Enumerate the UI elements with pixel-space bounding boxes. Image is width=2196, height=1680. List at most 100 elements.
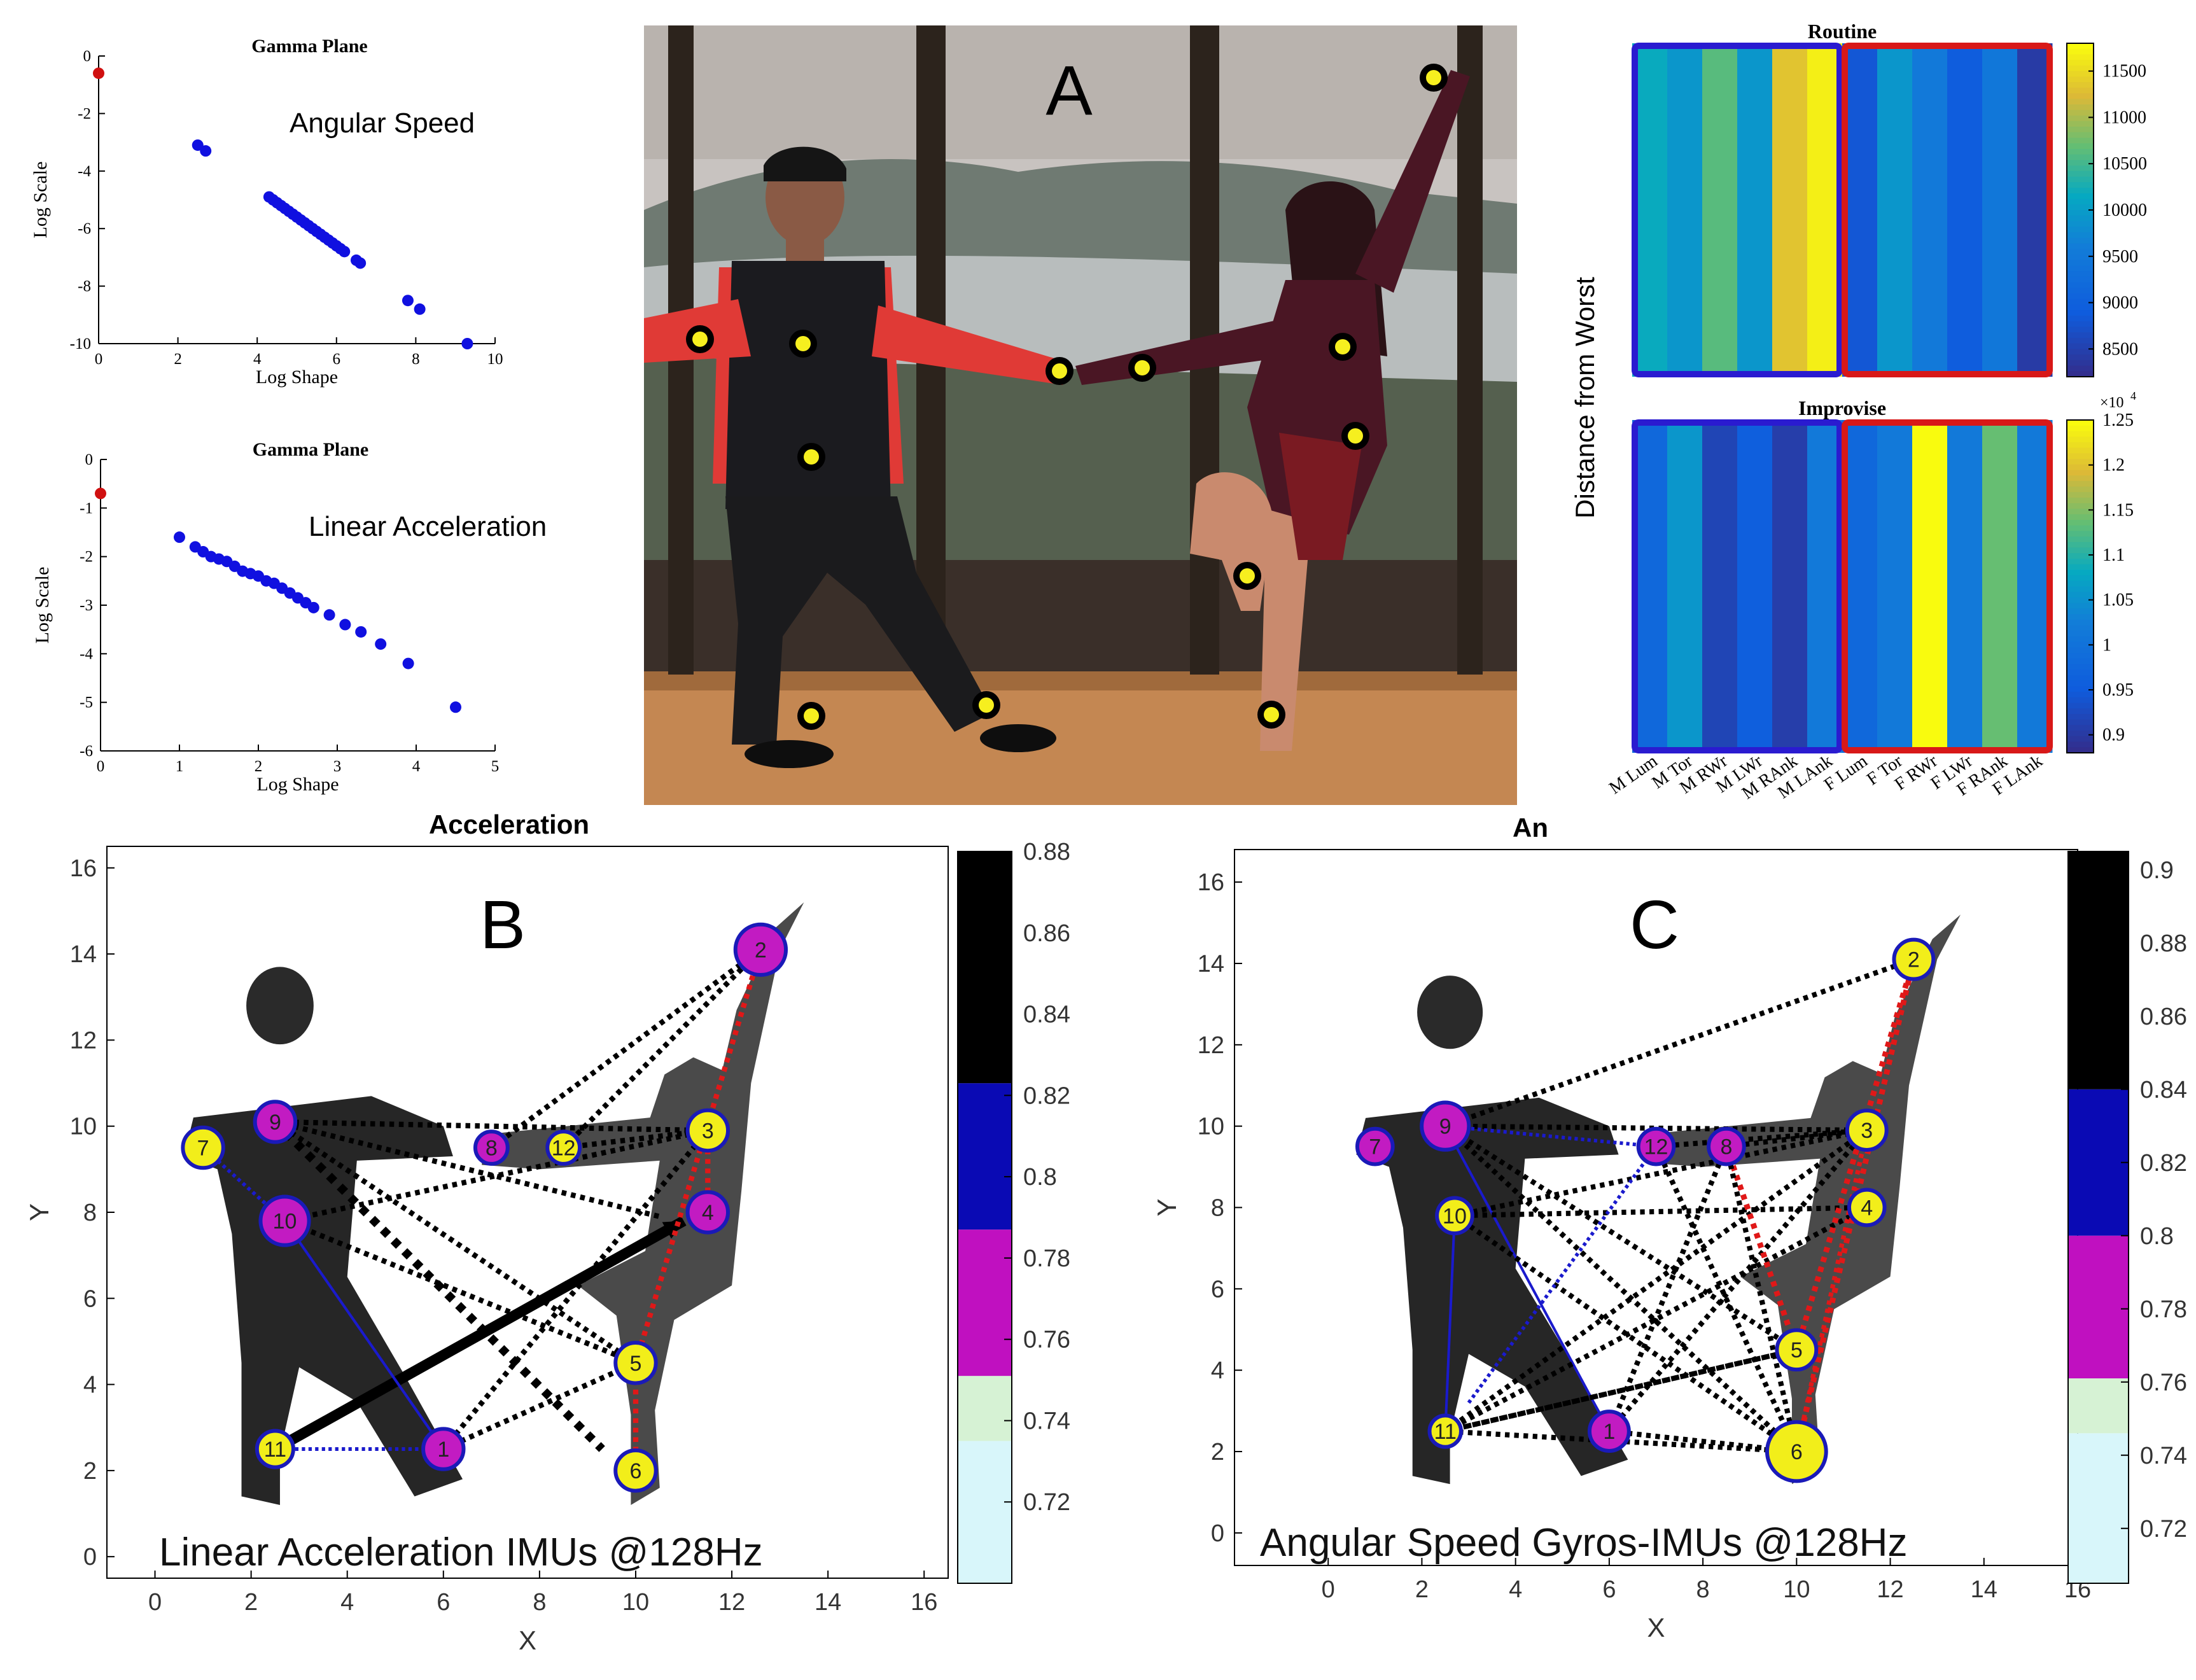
network-node [1707,1126,1746,1166]
colorbar-segment [2067,171,2094,178]
heatmap-cell [1772,43,1808,377]
man-head-silhouette [1417,976,1483,1049]
colorbar-segment [2067,564,2094,571]
plot-annotation: Linear Acceleration [309,511,547,542]
colorbar-segment [2067,664,2094,671]
y-tick-label: 12 [1198,1032,1224,1059]
network-edge [489,948,762,1150]
network-node [545,1130,582,1166]
x-tick-label: 2 [244,1589,258,1616]
marker-man-right-ankle [804,708,819,724]
y-tick-label: 16 [1198,869,1224,896]
colorbar-segment [2067,188,2094,194]
x-tick-label: 8 [412,351,420,368]
colorbar-tick-label: 11000 [2102,108,2146,127]
colorbar-segment [2067,288,2094,294]
y-tick-label: -6 [78,220,91,237]
x-tick-label: 3 [333,758,342,775]
network-node [1587,1410,1631,1453]
colorbar-tick-label: 0.9 [2140,857,2174,884]
colorbar-tick-label: 0.82 [1023,1082,1070,1109]
colorbar-tick-label: 0.74 [2140,1443,2187,1469]
network-edge [1444,1124,1656,1149]
colorbar-segment [2067,625,2094,632]
network-node [253,1100,298,1144]
heatmap-cell [1702,420,1738,753]
data-point [355,626,367,638]
y-tick-label: -10 [70,335,91,353]
colorbar-tick-label: 0.86 [1023,920,1070,947]
network-edge [1444,1215,1456,1432]
marker-man-lumbar [804,449,819,465]
heatmap-cell [1737,43,1773,377]
colorbar-segment [2067,127,2094,133]
plot-annotation: Angular Speed Gyros-IMUs @128Hz [1260,1521,1907,1565]
x-tick-label: 1 [176,758,184,775]
colorbar-segment [2067,54,2094,61]
heatmap-cell [1982,420,2018,753]
colorbar-segment [2067,237,2094,244]
network-node-label: 7 [197,1137,209,1161]
colorbar-segment [2067,592,2094,598]
colorbar-segment [2067,360,2094,367]
colorbar-segment [2067,176,2094,183]
colorbar-segment [2067,447,2094,454]
network-node [181,1125,225,1170]
colorbar-segment [2067,641,2094,648]
marker-man-torso [795,336,811,351]
heatmap-cell [1912,43,1948,377]
network-edge [1723,1145,1800,1452]
colorbar-band [958,1229,1012,1376]
colorbar-segment [2067,271,2094,277]
colorbar-segment [2067,647,2094,654]
colorbar-frame [2066,419,2094,753]
colorbar-segment [2067,99,2094,106]
panel-letter-a: A [1046,52,1093,130]
colorbar-segment [2067,104,2094,111]
y-tick-label: -1 [80,500,93,517]
network-node-label: 10 [273,1210,297,1234]
network-node [685,1108,731,1153]
network-node-label: 1 [437,1438,449,1462]
colorbar-segment [2067,719,2094,726]
colorbar-segment [2067,464,2094,471]
colorbar-segment [2067,658,2094,665]
colorbar-segment [2067,580,2094,587]
data-point [339,246,351,258]
data-point [450,701,461,713]
colorbar-tick-label: 1.1 [2102,545,2125,565]
y-tick-label: -2 [78,105,91,122]
colorbar-segment [2067,586,2094,593]
colorbar-tick-label: 0.82 [2140,1150,2187,1177]
y-tick-label: -4 [80,645,93,662]
colorbar-tick-label: 9000 [2102,293,2138,313]
colorbar-segment [2067,282,2094,289]
male-group-box [1632,43,1843,377]
colorbar-tick-label: 1.2 [2102,456,2125,475]
colorbar-segment [2067,182,2094,189]
colorbar-segment [2067,365,2094,372]
colorbar-segment [2067,148,2094,155]
colorbar-tick-label: 0.88 [1023,839,1070,865]
colorbar-segment [2067,48,2094,55]
colorbar-segment [2067,354,2094,361]
colorbar-tick-label: 0.95 [2102,680,2134,700]
heatmap-cell [1632,420,1668,753]
x-tick-label: 10 [1783,1576,1810,1603]
colorbar-segment [2067,210,2094,216]
origin-point [93,67,104,80]
x-tick-label: 0 [95,351,103,368]
colorbar-segment [2067,371,2094,377]
colorbar-segment [2067,227,2094,233]
colorbar-segment [2067,65,2094,72]
plot-annotation: Angular Speed [290,108,475,139]
x-tick-label: 10 [487,351,503,368]
colorbar-segment [2067,675,2094,682]
x-tick-label: 0 [97,758,105,775]
colorbar-segment [2067,315,2094,322]
network-edge [1609,1429,1797,1455]
network-node [613,1448,658,1493]
network-node-label: 10 [1443,1204,1467,1228]
data-point [414,303,426,315]
network-node [613,1341,658,1385]
